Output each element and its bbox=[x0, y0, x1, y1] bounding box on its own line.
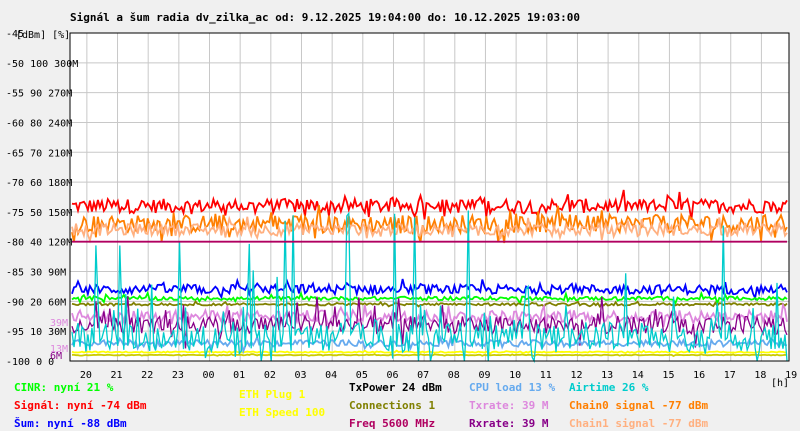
x-tick-label: 09 bbox=[478, 370, 490, 381]
x-tick-label: 13 bbox=[601, 370, 613, 381]
legend-item: ETH Plug 1 bbox=[239, 388, 306, 401]
series-line bbox=[71, 299, 788, 308]
x-tick-label: 05 bbox=[356, 370, 368, 381]
x-axis-unit-label: [h] bbox=[771, 378, 790, 389]
rate-marker-label: 39M bbox=[50, 318, 68, 329]
plot-border bbox=[69, 32, 790, 362]
series-line bbox=[71, 215, 788, 244]
chart-title: Signál a šum radia dv_zilka_ac od: 9.12.… bbox=[70, 11, 580, 24]
legend-item: Šum: nyní -88 dBm bbox=[14, 417, 127, 430]
x-tick-label: 08 bbox=[448, 370, 460, 381]
y-tick-label: -80 40 120M bbox=[6, 238, 72, 249]
legend-item: Freq 5600 MHz bbox=[349, 417, 436, 430]
rate-marker-label: 6M bbox=[50, 351, 62, 362]
legend-item: TxPower 24 dBm bbox=[349, 381, 442, 394]
legend-item: Signál: nyní -74 dBm bbox=[14, 399, 147, 412]
y-tick-label: -95 10 30M bbox=[6, 327, 66, 338]
y-tick-label: -50 100 300M bbox=[6, 59, 78, 70]
legend-item: Airtime 26 % bbox=[569, 381, 649, 394]
x-tick-label: 19 bbox=[785, 370, 797, 381]
x-tick-label: 01 bbox=[233, 370, 245, 381]
x-tick-label: 20 bbox=[80, 370, 92, 381]
x-tick-label: 04 bbox=[325, 370, 337, 381]
series-line bbox=[71, 290, 788, 306]
x-tick-label: 06 bbox=[386, 370, 398, 381]
x-tick-label: 00 bbox=[203, 370, 215, 381]
x-tick-label: 11 bbox=[540, 370, 552, 381]
y-axis-unit-label: [dBm] [%] bbox=[16, 30, 71, 41]
x-tick-label: 22 bbox=[141, 370, 153, 381]
x-tick-label: 16 bbox=[693, 370, 705, 381]
legend-item: Txrate: 39 M bbox=[469, 399, 549, 412]
series-line bbox=[71, 277, 788, 301]
legend-item: Rxrate: 39 M bbox=[469, 417, 549, 430]
y-tick-label: -75 50 150M bbox=[6, 208, 72, 219]
x-tick-label: 15 bbox=[662, 370, 674, 381]
legend-item: Chain1 signal -77 dBm bbox=[569, 417, 709, 430]
x-tick-label: 10 bbox=[509, 370, 521, 381]
y-tick-label: -100 0 0 bbox=[6, 357, 54, 368]
legend-item: CPU load 13 % bbox=[469, 381, 556, 394]
legend-item: CINR: nyní 21 % bbox=[14, 381, 114, 394]
x-tick-label: 03 bbox=[294, 370, 306, 381]
legend-item: Connections 1 bbox=[349, 399, 436, 412]
series-line bbox=[71, 301, 788, 331]
x-tick-label: 07 bbox=[417, 370, 429, 381]
x-tick-label: 02 bbox=[264, 370, 276, 381]
x-tick-label: 12 bbox=[570, 370, 582, 381]
y-tick-label: -60 80 240M bbox=[6, 118, 72, 129]
y-tick-label: -90 20 60M bbox=[6, 297, 66, 308]
x-tick-label: 23 bbox=[172, 370, 184, 381]
y-tick-label: -45 bbox=[6, 29, 24, 40]
series-line bbox=[71, 210, 788, 364]
rate-marker-label: 13M bbox=[50, 344, 68, 355]
x-tick-label: 21 bbox=[111, 370, 123, 381]
y-tick-label: -70 60 180M bbox=[6, 178, 72, 189]
y-tick-label: -55 90 270M bbox=[6, 89, 72, 100]
series-line bbox=[71, 296, 788, 349]
legend-item: ETH Speed 100 bbox=[239, 406, 326, 419]
series-line bbox=[71, 189, 788, 220]
y-tick-label: -65 70 210M bbox=[6, 148, 72, 159]
x-tick-label: 18 bbox=[754, 370, 766, 381]
y-tick-label: -85 30 90M bbox=[6, 268, 66, 279]
x-tick-label: 17 bbox=[724, 370, 736, 381]
x-tick-label: 14 bbox=[632, 370, 644, 381]
legend-item: Chain0 signal -77 dBm bbox=[569, 399, 709, 412]
